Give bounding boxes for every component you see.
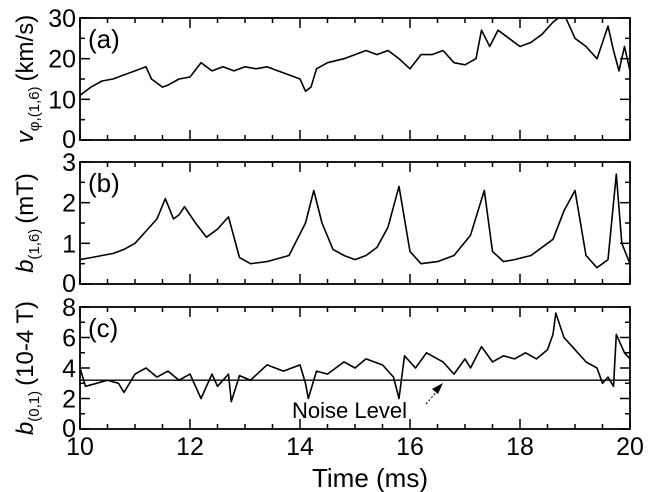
y-axis-label: vφ,(1,6) (km/s) xyxy=(12,15,43,143)
x-tick-label: 12 xyxy=(176,433,204,461)
y-axis-label-subscript: (1,6) xyxy=(26,229,43,260)
y-axis-label-subscript: (0,1) xyxy=(26,391,43,422)
y-tick-label: 4 xyxy=(62,355,76,383)
y-axis-label-main: b xyxy=(12,422,39,435)
plot-frame xyxy=(79,161,631,285)
panel-label: (c) xyxy=(88,313,118,343)
y-axis-label: b(0,1) (10-4 T) xyxy=(12,301,43,435)
y-axis-label: b(1,6) (mT) xyxy=(12,173,43,273)
y-axis-label-main: v xyxy=(12,129,39,143)
y-tick-label: 0 xyxy=(62,270,76,298)
y-tick-label: 1 xyxy=(62,230,76,258)
x-tick-label: 16 xyxy=(396,433,424,461)
noise-level-annotation: Noise Level xyxy=(292,398,407,423)
series-line xyxy=(80,18,630,96)
panels: 0102030(a)vφ,(1,6)(km/s)0123(b)b(1,6)(mT… xyxy=(12,5,644,461)
series-line xyxy=(80,173,630,269)
x-tick-label: 18 xyxy=(506,433,534,461)
plot-frame xyxy=(79,17,631,141)
y-tick-label: 8 xyxy=(62,294,76,322)
panel-c: 02 46 8 10 12 14 16 18 20 (c) b(0,1) (10-4 T) Noise … xyxy=(12,294,644,461)
y-axis-label-units: (km/s) xyxy=(12,15,39,82)
y-tick-label: 0 xyxy=(62,415,76,443)
y-tick-label: 2 xyxy=(62,386,76,414)
y-axis-label-units: (10-4 T) xyxy=(12,301,39,386)
x-tick-label: 20 xyxy=(616,433,644,461)
y-tick-label: 3 xyxy=(62,149,76,177)
y-tick-label: 6 xyxy=(62,325,76,353)
y-tick-label: 0 xyxy=(62,126,76,154)
x-tick-label: 10 xyxy=(66,433,94,461)
y-tick-label: 2 xyxy=(62,190,76,218)
y-tick-label: 30 xyxy=(48,5,76,33)
y-axis-label-units: (mT) xyxy=(12,173,39,224)
y-tick-label: 10 xyxy=(48,86,76,114)
panel-label: (b) xyxy=(88,168,120,198)
y-tick-label: 20 xyxy=(48,46,76,74)
panel-b: 0 1 2 3 (b) b(1,6) (mT) xyxy=(12,149,631,298)
y-axis-label-main: b xyxy=(12,260,39,273)
x-axis-label: Time (ms) xyxy=(312,463,428,492)
panel-a: 0 10 20 30 (a) vφ,(1,6) (km/s) xyxy=(12,5,631,154)
panel-label: (a) xyxy=(88,24,120,54)
series-line xyxy=(80,312,630,403)
y-axis-label-subscript: φ,(1,6) xyxy=(26,86,43,131)
annotation-arrowhead xyxy=(432,383,443,394)
x-tick-label: 14 xyxy=(286,433,314,461)
